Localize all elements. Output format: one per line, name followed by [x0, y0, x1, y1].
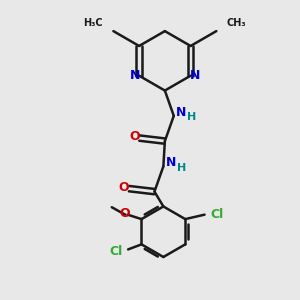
Text: O: O: [120, 207, 130, 220]
Text: O: O: [129, 130, 140, 143]
Text: O: O: [118, 181, 129, 194]
Text: H: H: [187, 112, 196, 122]
Text: Cl: Cl: [211, 208, 224, 221]
Text: N: N: [190, 69, 200, 82]
Text: H: H: [177, 163, 186, 173]
Text: Cl: Cl: [109, 245, 122, 258]
Text: N: N: [176, 106, 187, 119]
Text: H₃C: H₃C: [83, 18, 103, 28]
Text: N: N: [166, 156, 176, 169]
Text: CH₃: CH₃: [227, 18, 246, 28]
Text: N: N: [130, 69, 140, 82]
